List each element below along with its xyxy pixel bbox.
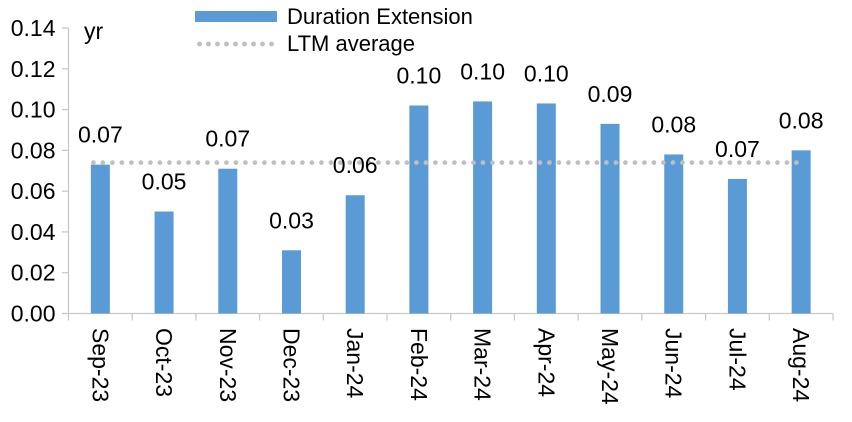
y-axis-unit-label: yr [84,18,104,44]
bar-value-label: 0.03 [269,207,314,233]
bar-Feb-24 [409,105,429,314]
bar-value-label: 0.07 [715,136,760,162]
bar-value-label: 0.10 [397,62,442,88]
legend-item-duration-extension: Duration Extension [195,3,473,30]
bar-Jul-24 [727,178,747,314]
x-axis-tick-label: Jul-24 [724,328,750,391]
y-axis-tick-label: 0.00 [11,301,56,327]
bar-value-label: 0.08 [651,111,696,137]
bar-value-label: 0.10 [524,60,569,86]
x-axis-tick-label: May-24 [597,328,623,405]
y-axis-tick-label: 0.10 [11,97,56,123]
bar-value-label: 0.07 [205,126,250,152]
bar-Nov-23 [218,168,238,314]
bar-Jan-24 [345,195,365,314]
x-axis-tick-label: Jun-24 [661,328,687,399]
legend-label-ltm-average: LTM average [287,30,415,56]
y-axis-tick-label: 0.12 [11,56,56,82]
x-axis-tick-label: Dec-23 [278,328,304,402]
x-axis-tick-label: Mar-24 [470,328,496,401]
y-axis-tick-label: 0.08 [11,137,56,163]
bar-May-24 [600,123,620,314]
bar-Jun-24 [664,154,684,314]
bar-value-label: 0.06 [333,152,378,178]
x-axis-tick-label: Apr-24 [533,328,559,397]
bar-Apr-24 [536,103,556,314]
bar-value-label: 0.07 [78,122,123,148]
x-axis-tick-label: Jan-24 [342,328,368,399]
legend-item-ltm-average: LTM average [195,30,473,57]
y-axis-tick-label: 0.06 [11,178,56,204]
bar-value-label: 0.10 [460,58,505,84]
y-axis-tick-label: 0.14 [11,15,56,41]
bar-value-label: 0.09 [588,81,633,107]
bar-Aug-24 [791,150,811,314]
bar-Mar-24 [473,101,493,314]
bar-value-label: 0.08 [779,107,824,133]
x-axis-tick-label: Sep-23 [87,328,113,402]
bar-Dec-23 [281,250,301,314]
bar-series-swatch-icon [195,11,277,22]
bar-value-label: 0.05 [142,169,187,195]
x-axis-tick-label: Feb-24 [406,328,432,401]
x-axis-tick-label: Oct-23 [151,328,177,397]
dotted-line-series-swatch-icon [195,40,277,47]
legend-label-duration-extension: Duration Extension [287,3,473,29]
bar-Oct-23 [154,211,174,314]
x-axis-tick-label: Nov-23 [215,328,241,402]
chart-legend: Duration Extension LTM average [195,3,473,57]
y-axis-tick-label: 0.04 [11,219,56,245]
x-axis-tick-label: Aug-24 [788,328,814,402]
bar-Sep-23 [90,164,110,314]
y-axis-tick-label: 0.02 [11,260,56,286]
